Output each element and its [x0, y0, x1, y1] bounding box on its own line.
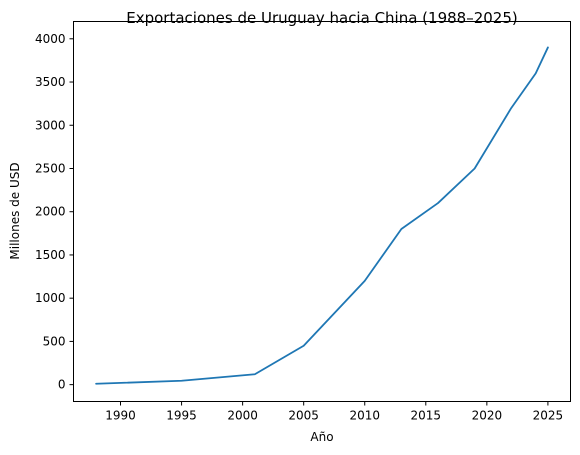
- x-tick-label: 1995: [166, 409, 197, 423]
- x-tick-label: 2025: [533, 409, 564, 423]
- x-tick-label: 2015: [411, 409, 442, 423]
- x-tick-label: 2005: [288, 409, 319, 423]
- chart-title: Exportaciones de Uruguay hacia China (19…: [126, 9, 517, 27]
- x-axis: 1990 1995 2000 2005 2010 2015 2020 2025: [105, 401, 564, 423]
- y-tick-label: 4000: [35, 32, 66, 46]
- series-layer: [95, 46, 549, 385]
- x-tick-label: 1990: [105, 409, 136, 423]
- y-axis-label: Millones de USD: [8, 162, 22, 259]
- y-tick-label: 0: [58, 378, 66, 392]
- y-tick-label: 1000: [35, 291, 66, 305]
- x-tick-label: 2010: [349, 409, 380, 423]
- y-tick-label: 3500: [35, 75, 66, 89]
- y-tick-label: 3000: [35, 118, 66, 132]
- y-tick-label: 2500: [35, 161, 66, 175]
- y-axis: 0 500 1000 1500 2000 2500 3000 3500 4000: [35, 32, 74, 392]
- x-tick-label: 2020: [472, 409, 503, 423]
- plot-area: [73, 21, 571, 402]
- y-tick-label: 500: [43, 334, 66, 348]
- y-tick-label: 2000: [35, 205, 66, 219]
- x-axis-label: Año: [310, 430, 333, 444]
- y-tick-label: 1500: [35, 248, 66, 262]
- x-tick-label: 2000: [227, 409, 258, 423]
- series-line-0: [95, 46, 549, 385]
